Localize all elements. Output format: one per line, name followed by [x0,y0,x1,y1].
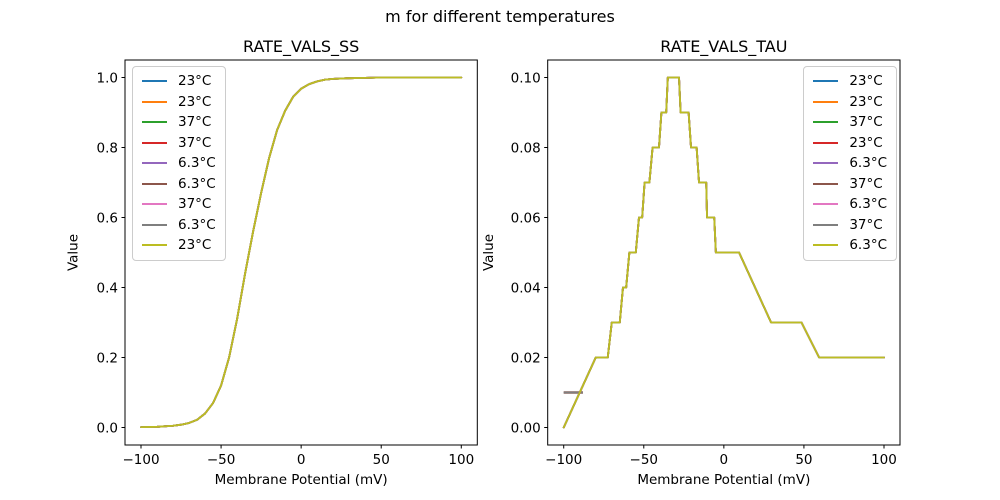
y-axis-label: Value [481,234,497,271]
x-tick-label: 100 [448,452,474,468]
legend-item: 23°C [813,133,887,154]
legend-line-sample [813,182,839,185]
y-tick-label: 0.4 [97,280,118,296]
y-tick-label: 0.8 [97,140,118,156]
y-axis-label: Value [66,234,82,271]
x-tick-label: 50 [795,452,812,468]
axes-title: RATE_VALS_SS [243,37,359,57]
legend-label: 37°C [849,216,883,233]
x-tick-label: −100 [545,452,582,468]
legend-label: 6.3°C [849,196,887,213]
legend-label: 6.3°C [849,155,887,172]
legend-item: 6.3°C [813,153,887,174]
legend-line-sample [813,80,839,83]
legend-line-sample [142,203,167,206]
legend-label: 23°C [849,93,883,110]
x-tick-label: −50 [207,452,236,468]
legend-label: 23°C [849,134,883,151]
legend-ss: 23°C 23°C 37°C 37°C 6.3°C 6.3°C 37°C 6.3°C 23°C [132,66,226,261]
legend-line-sample [142,223,167,226]
y-tick-label: 0.08 [511,140,541,156]
legend-label: 37°C [849,114,883,131]
x-axis-label: Membrane Potential (mV) [637,472,810,488]
legend-label: 23°C [178,237,212,254]
x-axis-label: Membrane Potential (mV) [215,472,388,488]
legend-line-sample [142,100,167,103]
legend-line-sample [813,244,839,247]
legend-item: 23°C [813,71,887,92]
axes-box [547,59,901,446]
legend-line-sample [142,121,167,124]
legend-item: 37°C [813,112,887,133]
legend-item: 37°C [142,112,216,133]
legend-line-sample [813,203,839,206]
x-tick-label: 0 [297,452,306,468]
legend-item: 6.3°C [142,215,216,236]
x-tick-label: 100 [871,452,897,468]
legend-line-sample [142,80,167,83]
legend-line-sample [142,141,167,144]
legend-item: 37°C [142,194,216,215]
legend-label: 37°C [178,114,212,131]
legend-label: 6.3°C [178,216,216,233]
legend-item: 6.3°C [813,235,887,256]
x-tick-label: 0 [720,452,729,468]
y-tick-label: 1.0 [97,70,118,86]
y-tick-label: 0.00 [511,420,541,436]
x-tick-label: −100 [122,452,159,468]
legend-label: 6.3°C [178,155,216,172]
legend-line-sample [813,223,839,226]
legend-item: 23°C [142,235,216,256]
y-tick-label: 0.2 [97,350,118,366]
legend-item: 37°C [813,215,887,236]
legend-item: 23°C [142,92,216,113]
legend-item: 23°C [813,92,887,113]
legend-label: 37°C [178,196,212,213]
axes-box [124,59,478,446]
legend-label: 37°C [178,134,212,151]
legend-line-sample [142,182,167,185]
chart-ss: −100 −50 0 50 100 0.0 0.2 0.4 0.6 0.8 1.0 RATE_VALS… [66,37,478,488]
legend-label: 23°C [178,73,212,90]
legend-item: 6.3°C [142,153,216,174]
axes-title: RATE_VALS_TAU [660,37,787,57]
legend-label: 6.3°C [849,237,887,254]
legend-tau: 23°C 23°C 37°C 23°C 6.3°C 37°C 6.3°C 37°C 6.3°C [803,66,897,261]
legend-line-sample [813,121,839,124]
y-tick-label: 0.0 [97,420,118,436]
y-tick-label: 0.02 [511,350,541,366]
y-tick-label: 0.10 [511,70,541,86]
legend-line-sample [142,162,167,165]
figure-suptitle: m for different temperatures [385,7,615,26]
legend-item: 37°C [813,174,887,195]
chart-tau: −100 −50 0 50 100 0.00 0.02 0.04 0.06 0.08 0.10 RAT… [481,37,901,488]
legend-label: 6.3°C [178,175,216,192]
series-line-8 [140,76,463,429]
y-tick-label: 0.04 [511,280,541,296]
legend-label: 37°C [849,175,883,192]
y-tick-label: 0.6 [97,210,118,226]
legend-item: 23°C [142,71,216,92]
legend-line-sample [142,244,167,247]
series-line-8 [562,76,885,429]
legend-item: 6.3°C [813,194,887,215]
legend-line-sample [813,100,839,103]
x-tick-label: 50 [373,452,390,468]
legend-item: 37°C [142,133,216,154]
legend-line-sample [813,162,839,165]
legend-label: 23°C [178,93,212,110]
y-tick-label: 0.06 [511,210,541,226]
x-tick-label: −50 [630,452,659,468]
legend-item: 6.3°C [142,174,216,195]
legend-line-sample [813,141,839,144]
legend-label: 23°C [849,73,883,90]
